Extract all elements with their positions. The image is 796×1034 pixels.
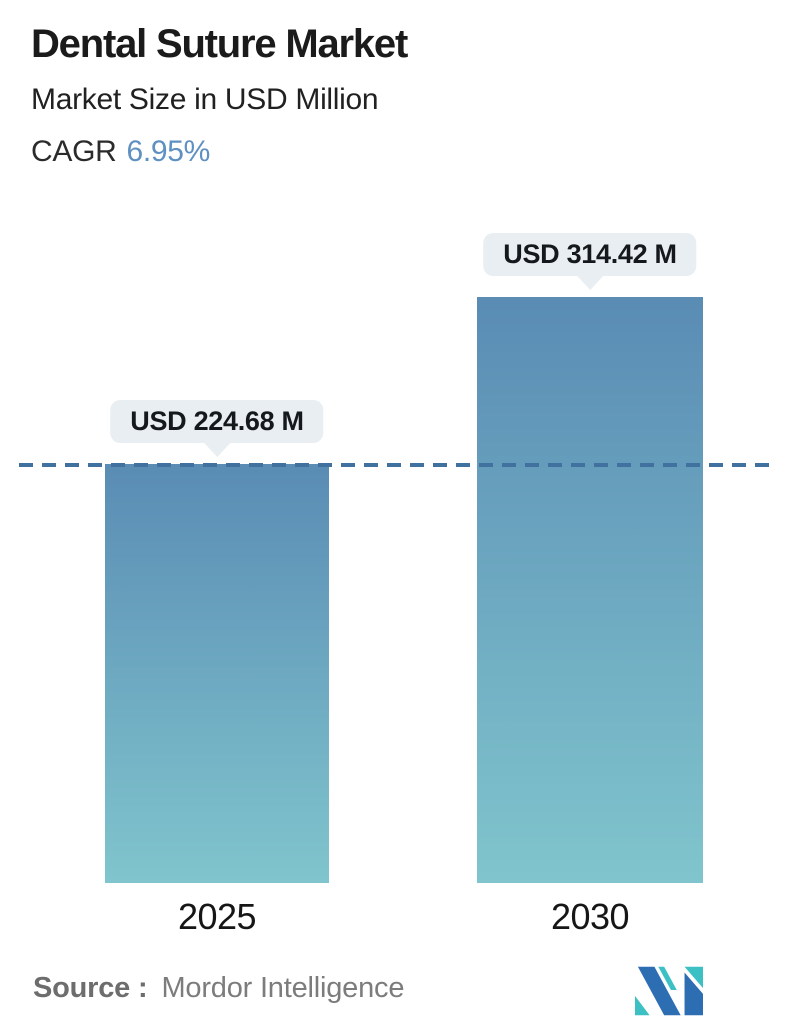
source-line: Source : Mordor Intelligence xyxy=(33,972,796,1005)
cagr-line: CAGR 6.95% xyxy=(31,135,407,169)
chart-footer: Source : Mordor Intelligence xyxy=(33,966,796,1028)
value-label-2030: USD 314.42 M xyxy=(503,239,677,269)
value-tooltip-2025: USD 224.68 M xyxy=(110,400,324,443)
baseline-dashed-line xyxy=(19,463,776,467)
cagr-label: CAGR xyxy=(31,135,117,168)
axis-label-2025: 2025 xyxy=(177,896,257,937)
value-tooltip-2030: USD 314.42 M xyxy=(483,233,697,276)
bar-group-2025[interactable]: USD 224.68 M 2025 xyxy=(105,400,329,937)
bar-2025[interactable] xyxy=(105,464,329,883)
axis-label-2030: 2030 xyxy=(550,896,630,937)
value-label-2025: USD 224.68 M xyxy=(130,406,304,436)
source-label: Source : xyxy=(33,972,148,1004)
source-value: Mordor Intelligence xyxy=(161,972,405,1004)
bar-group-2030[interactable]: USD 314.42 M 2030 xyxy=(477,233,703,937)
bar-2030[interactable] xyxy=(477,297,703,883)
cagr-value: 6.95% xyxy=(126,135,211,168)
chart-subtitle: Market Size in USD Million xyxy=(31,83,379,116)
page-title: Dental Suture Market xyxy=(31,22,408,66)
mordor-intelligence-logo xyxy=(635,966,703,1016)
chart-header: Dental Suture Market Market Size in USD … xyxy=(31,22,408,169)
